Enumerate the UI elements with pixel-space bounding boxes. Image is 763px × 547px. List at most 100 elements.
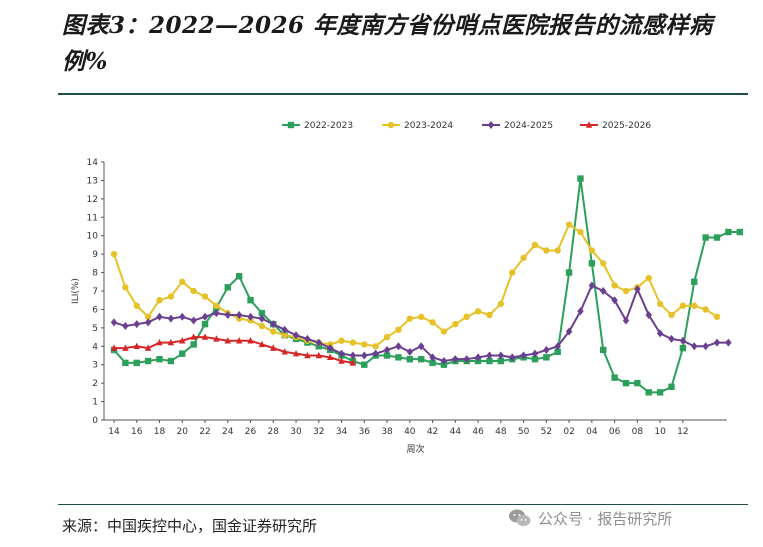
data-point [133,320,140,329]
data-point [520,351,527,360]
data-point [645,389,652,396]
data-point [622,379,630,387]
data-point [167,357,175,365]
x-tick-label: 14 [108,427,120,437]
legend-label: 2023-2024 [404,121,453,131]
x-tick-label: 50 [518,427,530,437]
data-point [349,339,357,346]
x-tick-label: 36 [359,427,371,437]
data-point [531,355,539,363]
data-point [565,221,573,228]
data-point [713,234,721,241]
data-point [292,349,300,357]
data-point [372,343,379,350]
y-tick-label: 11 [87,213,98,223]
data-point [372,349,379,358]
data-point [156,297,163,304]
data-point [361,341,368,348]
x-tick-label: 48 [495,427,507,437]
y-tick-label: 8 [92,269,98,279]
x-tick-label: 46 [472,427,484,437]
data-point [406,347,414,356]
x-tick-label: 30 [290,427,302,437]
data-point [668,334,675,343]
legend-marker [387,121,395,129]
watermark: 公众号 · 报告研究所 [508,506,672,530]
series-line [113,177,740,394]
data-point [634,285,641,294]
x-tick-label: 26 [245,427,257,437]
series-line [113,223,718,348]
data-point [691,342,698,351]
data-point [338,357,345,364]
data-point [338,337,345,344]
data-point [554,348,561,356]
data-point [110,344,118,351]
y-tick-label: 1 [92,398,98,408]
page-title: 图表3：2022—2026 年度南方省份哨点医院报告的流感样病例% [62,12,713,75]
data-point [656,329,664,338]
data-point [429,359,436,367]
data-point [247,297,254,304]
data-point [725,338,732,347]
series-line [114,336,354,364]
data-point [395,326,402,333]
data-point [656,389,664,396]
y-axis-title: ILI(%) [71,278,81,304]
x-tick-label: 16 [131,427,143,437]
data-point [361,351,368,360]
data-point [622,287,630,295]
data-point [600,287,607,295]
data-point [144,313,152,320]
data-point [224,284,231,291]
series-0 [110,175,743,396]
source-text: 来源：中国疾控中心，国金证券研究所 [62,517,318,535]
data-point [144,344,152,351]
data-point [497,357,505,365]
data-point [702,342,709,351]
data-point [406,315,414,322]
data-point [702,234,709,241]
data-point [270,320,277,329]
x-tick-label: 24 [222,427,234,437]
x-tick-label: 04 [586,427,598,437]
data-point [509,353,516,362]
data-point [429,353,436,362]
y-tick-label: 7 [92,287,98,297]
data-point [235,273,243,280]
data-point [235,310,243,319]
data-point [338,349,345,358]
data-point [611,296,618,305]
legend-marker [287,121,295,129]
data-point [315,338,322,347]
data-point [224,337,231,344]
data-point [622,316,630,325]
data-point [110,318,118,327]
y-tick-label: 13 [87,176,98,186]
data-point [713,313,721,320]
data-point [679,336,687,345]
y-tick-label: 10 [87,232,99,242]
data-point [258,322,266,330]
y-tick-label: 4 [92,342,98,352]
data-point [440,328,448,335]
x-tick-label: 22 [199,427,210,437]
data-point [520,254,527,262]
data-point [270,328,277,335]
data-point [543,247,550,254]
series-1 [110,221,721,350]
data-point [691,302,698,309]
data-point [543,345,550,354]
data-point [395,342,402,351]
data-point [361,361,368,368]
data-point [258,314,266,323]
data-point [497,351,505,360]
data-point [611,374,618,381]
wechat-icon [509,509,531,526]
data-point [179,312,186,321]
data-point [406,355,414,363]
data-point [611,282,618,289]
data-point [679,344,687,352]
data-point [417,355,425,363]
data-point [201,293,209,300]
